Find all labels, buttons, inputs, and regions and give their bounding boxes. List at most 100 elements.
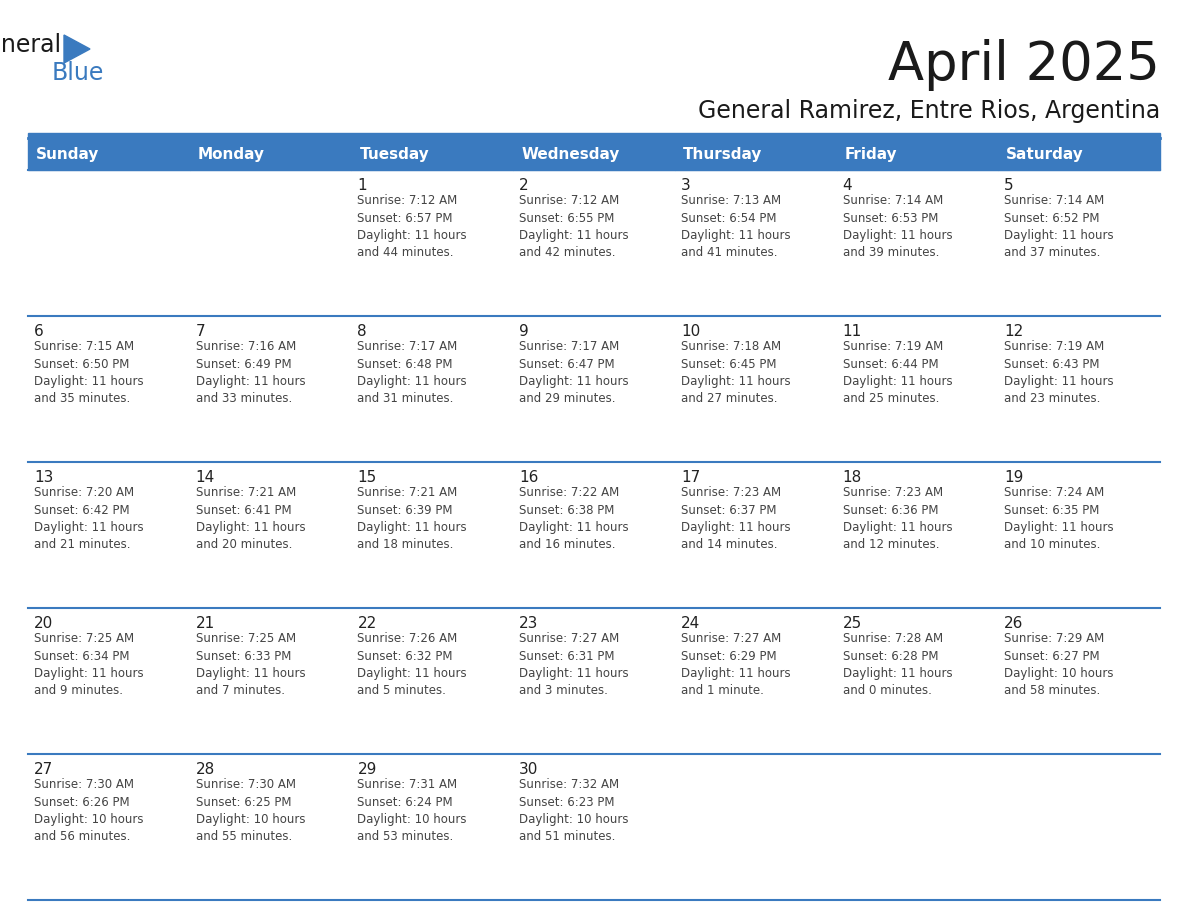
Text: 30: 30 [519,762,538,777]
Bar [836,316,998,462]
Polygon shape [64,35,90,63]
Text: 25: 25 [842,616,861,631]
Text: 9: 9 [519,324,529,339]
Text: Sunrise: 7:30 AM
Sunset: 6:26 PM
Daylight: 10 hours
and 56 minutes.: Sunrise: 7:30 AM Sunset: 6:26 PM Dayligh… [34,778,144,844]
Text: 26: 26 [1004,616,1024,631]
Bar [998,138,1159,170]
Text: Blue: Blue [52,61,105,85]
Text: Sunrise: 7:19 AM
Sunset: 6:43 PM
Daylight: 11 hours
and 23 minutes.: Sunrise: 7:19 AM Sunset: 6:43 PM Dayligh… [1004,340,1114,406]
Bar [836,462,998,608]
Text: 19: 19 [1004,470,1024,485]
Text: Friday: Friday [845,147,897,162]
Text: 8: 8 [358,324,367,339]
Text: Sunrise: 7:22 AM
Sunset: 6:38 PM
Daylight: 11 hours
and 16 minutes.: Sunrise: 7:22 AM Sunset: 6:38 PM Dayligh… [519,486,628,552]
Text: Sunrise: 7:21 AM
Sunset: 6:41 PM
Daylight: 11 hours
and 20 minutes.: Sunrise: 7:21 AM Sunset: 6:41 PM Dayligh… [196,486,305,552]
Text: 10: 10 [681,324,700,339]
Bar [675,316,836,462]
Text: General Ramirez, Entre Rios, Argentina: General Ramirez, Entre Rios, Argentina [697,99,1159,123]
Text: Sunrise: 7:25 AM
Sunset: 6:34 PM
Daylight: 11 hours
and 9 minutes.: Sunrise: 7:25 AM Sunset: 6:34 PM Dayligh… [34,632,144,698]
Bar [675,754,836,900]
Text: 3: 3 [681,178,690,193]
Text: Sunday: Sunday [36,147,100,162]
Text: 28: 28 [196,762,215,777]
Bar [29,462,190,608]
Bar [675,462,836,608]
Bar [190,170,352,316]
Text: Sunrise: 7:20 AM
Sunset: 6:42 PM
Daylight: 11 hours
and 21 minutes.: Sunrise: 7:20 AM Sunset: 6:42 PM Dayligh… [34,486,144,552]
Bar [836,170,998,316]
Bar [352,316,513,462]
Text: Sunrise: 7:15 AM
Sunset: 6:50 PM
Daylight: 11 hours
and 35 minutes.: Sunrise: 7:15 AM Sunset: 6:50 PM Dayligh… [34,340,144,406]
Text: Sunrise: 7:17 AM
Sunset: 6:47 PM
Daylight: 11 hours
and 29 minutes.: Sunrise: 7:17 AM Sunset: 6:47 PM Dayligh… [519,340,628,406]
Text: Sunrise: 7:21 AM
Sunset: 6:39 PM
Daylight: 11 hours
and 18 minutes.: Sunrise: 7:21 AM Sunset: 6:39 PM Dayligh… [358,486,467,552]
Text: General: General [0,33,62,57]
Bar [513,608,675,754]
Bar [190,316,352,462]
Bar [836,754,998,900]
Text: Sunrise: 7:25 AM
Sunset: 6:33 PM
Daylight: 11 hours
and 7 minutes.: Sunrise: 7:25 AM Sunset: 6:33 PM Dayligh… [196,632,305,698]
Text: Sunrise: 7:12 AM
Sunset: 6:57 PM
Daylight: 11 hours
and 44 minutes.: Sunrise: 7:12 AM Sunset: 6:57 PM Dayligh… [358,194,467,260]
Text: Sunrise: 7:24 AM
Sunset: 6:35 PM
Daylight: 11 hours
and 10 minutes.: Sunrise: 7:24 AM Sunset: 6:35 PM Dayligh… [1004,486,1114,552]
Text: Sunrise: 7:14 AM
Sunset: 6:53 PM
Daylight: 11 hours
and 39 minutes.: Sunrise: 7:14 AM Sunset: 6:53 PM Dayligh… [842,194,953,260]
Bar [29,133,1159,138]
Bar [29,316,190,462]
Text: 5: 5 [1004,178,1013,193]
Text: April 2025: April 2025 [889,39,1159,91]
Text: Sunrise: 7:32 AM
Sunset: 6:23 PM
Daylight: 10 hours
and 51 minutes.: Sunrise: 7:32 AM Sunset: 6:23 PM Dayligh… [519,778,628,844]
Text: 4: 4 [842,178,852,193]
Text: 23: 23 [519,616,538,631]
Text: Sunrise: 7:16 AM
Sunset: 6:49 PM
Daylight: 11 hours
and 33 minutes.: Sunrise: 7:16 AM Sunset: 6:49 PM Dayligh… [196,340,305,406]
Text: Sunrise: 7:14 AM
Sunset: 6:52 PM
Daylight: 11 hours
and 37 minutes.: Sunrise: 7:14 AM Sunset: 6:52 PM Dayligh… [1004,194,1114,260]
Text: Sunrise: 7:29 AM
Sunset: 6:27 PM
Daylight: 10 hours
and 58 minutes.: Sunrise: 7:29 AM Sunset: 6:27 PM Dayligh… [1004,632,1114,698]
Text: Monday: Monday [197,147,265,162]
Bar [190,754,352,900]
Text: 12: 12 [1004,324,1024,339]
Text: Wednesday: Wednesday [522,147,619,162]
Text: 2: 2 [519,178,529,193]
Bar [29,608,190,754]
Bar [190,462,352,608]
Text: Tuesday: Tuesday [360,147,429,162]
Bar [675,138,836,170]
Text: Thursday: Thursday [683,147,763,162]
Bar [352,138,513,170]
Text: 7: 7 [196,324,206,339]
Text: 11: 11 [842,324,861,339]
Text: 14: 14 [196,470,215,485]
Text: 18: 18 [842,470,861,485]
Text: 20: 20 [34,616,53,631]
Text: 29: 29 [358,762,377,777]
Text: 27: 27 [34,762,53,777]
Bar [190,608,352,754]
Bar [352,462,513,608]
Bar [29,754,190,900]
Bar [998,754,1159,900]
Bar [675,608,836,754]
Bar [513,316,675,462]
Text: Sunrise: 7:13 AM
Sunset: 6:54 PM
Daylight: 11 hours
and 41 minutes.: Sunrise: 7:13 AM Sunset: 6:54 PM Dayligh… [681,194,790,260]
Bar [29,138,190,170]
Text: 24: 24 [681,616,700,631]
Text: Sunrise: 7:18 AM
Sunset: 6:45 PM
Daylight: 11 hours
and 27 minutes.: Sunrise: 7:18 AM Sunset: 6:45 PM Dayligh… [681,340,790,406]
Bar [513,754,675,900]
Bar [836,138,998,170]
Bar [513,170,675,316]
Text: Sunrise: 7:23 AM
Sunset: 6:37 PM
Daylight: 11 hours
and 14 minutes.: Sunrise: 7:23 AM Sunset: 6:37 PM Dayligh… [681,486,790,552]
Text: Sunrise: 7:28 AM
Sunset: 6:28 PM
Daylight: 11 hours
and 0 minutes.: Sunrise: 7:28 AM Sunset: 6:28 PM Dayligh… [842,632,953,698]
Bar [29,170,190,316]
Bar [513,138,675,170]
Text: 16: 16 [519,470,538,485]
Bar [352,170,513,316]
Text: Sunrise: 7:17 AM
Sunset: 6:48 PM
Daylight: 11 hours
and 31 minutes.: Sunrise: 7:17 AM Sunset: 6:48 PM Dayligh… [358,340,467,406]
Bar [836,608,998,754]
Text: 15: 15 [358,470,377,485]
Text: Sunrise: 7:30 AM
Sunset: 6:25 PM
Daylight: 10 hours
and 55 minutes.: Sunrise: 7:30 AM Sunset: 6:25 PM Dayligh… [196,778,305,844]
Text: Sunrise: 7:12 AM
Sunset: 6:55 PM
Daylight: 11 hours
and 42 minutes.: Sunrise: 7:12 AM Sunset: 6:55 PM Dayligh… [519,194,628,260]
Bar [190,138,352,170]
Bar [998,316,1159,462]
Text: 21: 21 [196,616,215,631]
Text: Sunrise: 7:27 AM
Sunset: 6:29 PM
Daylight: 11 hours
and 1 minute.: Sunrise: 7:27 AM Sunset: 6:29 PM Dayligh… [681,632,790,698]
Bar [513,462,675,608]
Text: Sunrise: 7:26 AM
Sunset: 6:32 PM
Daylight: 11 hours
and 5 minutes.: Sunrise: 7:26 AM Sunset: 6:32 PM Dayligh… [358,632,467,698]
Bar [352,608,513,754]
